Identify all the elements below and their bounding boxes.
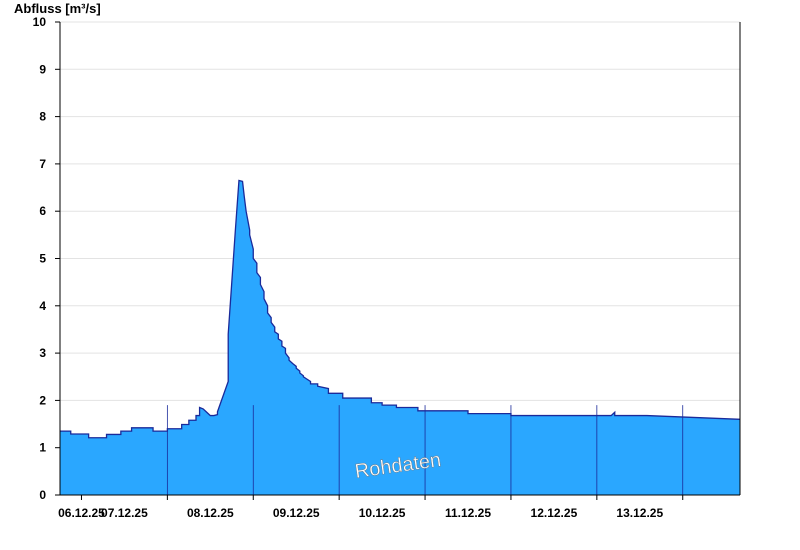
x-tick-label: 10.12.25	[359, 506, 406, 520]
y-tick-label: 3	[39, 346, 46, 360]
discharge-area	[60, 180, 740, 495]
x-tick-label: 11.12.25	[445, 506, 491, 520]
y-tick-label: 6	[39, 204, 46, 218]
y-tick-label: 10	[33, 15, 47, 29]
discharge-line	[60, 179, 741, 439]
y-tick-label: 2	[39, 393, 46, 407]
x-tick-label: 07.12.25	[101, 506, 148, 520]
y-ticks: 0 1 2 3 4 5 6 7 8 9 10	[33, 15, 60, 502]
x-tick-label: 06.12.25	[58, 506, 105, 520]
grid-lines	[60, 21, 740, 449]
x-tick-label: 08.12.25	[187, 506, 234, 520]
y-tick-label: 5	[39, 252, 46, 266]
y-tick-label: 9	[39, 62, 46, 76]
y-axis-label: Abfluss [m³/s]	[14, 1, 101, 16]
y-tick-label: 1	[39, 441, 46, 455]
y-tick-label: 8	[39, 110, 46, 124]
x-tick-label: 12.12.25	[531, 506, 578, 520]
x-tick-label: 09.12.25	[273, 506, 320, 520]
x-tick-label: 13.12.25	[616, 506, 663, 520]
day-separators	[166, 405, 684, 495]
y-tick-label: 0	[39, 488, 46, 502]
y-tick-label: 7	[39, 157, 46, 171]
y-tick-label: 4	[39, 299, 46, 313]
